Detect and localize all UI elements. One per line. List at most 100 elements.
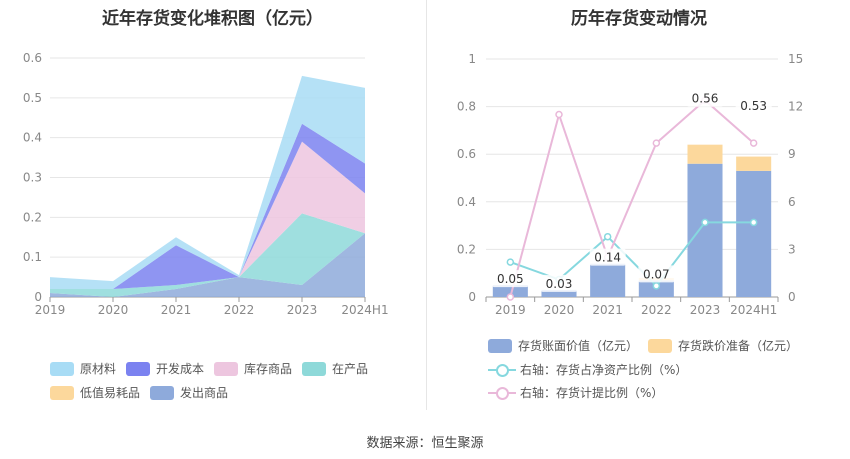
y-tick-label: 0: [34, 290, 42, 304]
bar-book-value: [687, 163, 723, 297]
legend-label: 右轴：存货占净资产比例（%）: [520, 363, 688, 377]
x-tick-label: 2019: [35, 303, 66, 317]
bar-impairment: [736, 156, 772, 171]
y2-tick-label: 15: [788, 52, 803, 66]
data-label-bg: [541, 274, 577, 292]
line-series: [509, 98, 755, 298]
panel-divider: [426, 0, 427, 410]
line-point: [506, 293, 515, 301]
data-label-bg: [638, 265, 675, 283]
legend-swatch: [488, 363, 516, 377]
bar-book-value: [541, 289, 577, 297]
area-series: [50, 233, 365, 297]
legend-label: 开发成本: [156, 362, 205, 376]
data-label: 0.14: [594, 251, 621, 265]
bar-book-value: [736, 170, 772, 297]
line-point: [652, 139, 661, 147]
x-tick-label: 2021: [592, 303, 623, 317]
data-label-bg: [687, 89, 723, 107]
legend-swatch: [648, 338, 672, 353]
data-label-bg: [589, 248, 626, 266]
area-series: [50, 141, 365, 290]
x-tick-label: 2023: [690, 303, 721, 317]
area-series: [50, 213, 365, 297]
x-tick-label: 2022: [224, 303, 255, 317]
legend-label: 原材料: [80, 362, 117, 376]
data-label-bg: [735, 96, 772, 114]
data-label: 0.07: [643, 267, 670, 281]
x-tick-label: 2019: [495, 303, 526, 317]
legend-item[interactable]: 库存商品: [214, 360, 292, 377]
legend-label: 低值易耗品: [80, 386, 141, 400]
x-tick-label: 2024H1: [341, 303, 388, 317]
data-source-note: 数据来源：恒生聚源: [366, 436, 484, 451]
area-series: [50, 123, 365, 290]
legend-item[interactable]: 发出商品: [150, 384, 228, 401]
y-tick-label: 1: [468, 52, 476, 66]
legend-label: 在产品: [332, 362, 369, 376]
x-tick-label: 2024H1: [730, 303, 777, 317]
x-tick-label: 2020: [544, 303, 575, 317]
legend-item[interactable]: 存货跌价准备（亿元）: [648, 337, 798, 354]
legend-item[interactable]: 低值易耗品: [50, 384, 140, 401]
line-point: [506, 258, 515, 266]
left-legend: 原材料 开发成本 库存商品 在产品低值易耗品 发出商品: [0, 0, 425, 420]
legend-item[interactable]: 右轴：存货计提比例（%）: [488, 384, 663, 401]
y-tick-label: 0.8: [457, 100, 476, 114]
y2-tick-label: 3: [788, 242, 796, 256]
y-tick-label: 0.6: [457, 147, 476, 161]
legend-item[interactable]: 原材料: [50, 360, 116, 377]
legend-swatch: [50, 361, 74, 376]
y-tick-label: 0.4: [457, 195, 476, 209]
y2-tick-label: 12: [788, 100, 803, 114]
legend-label: 库存商品: [244, 362, 293, 376]
line-point: [749, 218, 758, 227]
legend-swatch: [488, 386, 516, 400]
line-point: [701, 218, 709, 227]
x-tick-label: 2020: [98, 303, 129, 317]
legend-item[interactable]: 右轴：存货占净资产比例（%）: [488, 361, 687, 378]
line-point: [555, 110, 563, 119]
stacked-area-chart: 0 0.1 0.2 0.3 0.4 0.5 0.6 2019 2020 2021 2022 2023 2…: [23, 51, 389, 317]
legend-item[interactable]: 在产品: [302, 360, 368, 377]
data-label-bg: [492, 270, 529, 288]
data-label: 0.53: [740, 99, 767, 113]
y-tick-label: 0.2: [457, 242, 476, 256]
y-tick-label: 0.1: [23, 250, 42, 264]
legend-item[interactable]: 开发成本: [126, 360, 204, 377]
y-tick-label: 0.2: [23, 210, 42, 224]
legend-swatch: [302, 361, 326, 376]
legend-label: 右轴：存货计提比例（%）: [520, 386, 664, 400]
right-chart-title: 历年存货变动情况: [571, 9, 707, 29]
x-tick-label: 2022: [641, 303, 672, 317]
legend-label: 发出商品: [180, 386, 229, 400]
y2-tick-label: 9: [788, 147, 796, 161]
area-series: [50, 75, 365, 290]
right-legend: 存货账面价值（亿元） 存货跌价准备（亿元） 右轴：存货占净资产比例（%） 右轴：存货计…: [428, 0, 850, 420]
inventory-bar-line-chart: 0 0.2 0.4 0.6 0.8 1 0 3 6 9 12 15 2019 2020 2021 2022 20…: [457, 52, 803, 317]
data-label: 0.03: [546, 277, 573, 291]
line-point: [749, 139, 758, 147]
legend-swatch: [150, 385, 174, 400]
legend-label: 存货账面价值（亿元）: [518, 339, 639, 353]
y2-tick-label: 0: [788, 290, 796, 304]
y-tick-label: 0.5: [23, 91, 42, 105]
inventory-change-panel: 历年存货变动情况 0 0.2 0.4 0.6 0.8 1 0 3 6 9 12 15 2019 2020 2…: [428, 0, 850, 420]
bar-impairment: [687, 144, 723, 164]
data-label: 0.56: [692, 92, 719, 106]
data-label: 0.05: [497, 272, 524, 286]
left-chart-title: 近年存货变化堆积图（亿元）: [102, 9, 323, 29]
legend-label: 存货跌价准备（亿元）: [678, 339, 799, 353]
stacked-area-panel: 近年存货变化堆积图（亿元） 0 0.1 0.2 0.3 0.4 0.5 0.6 2019 202…: [0, 0, 425, 420]
legend-swatch: [214, 361, 238, 376]
y-tick-label: 0: [468, 290, 476, 304]
y-tick-label: 0.4: [23, 131, 42, 145]
line-point: [603, 232, 612, 241]
bar-book-value: [492, 285, 528, 297]
y-tick-label: 0.6: [23, 51, 42, 65]
legend-item[interactable]: 存货账面价值（亿元）: [488, 337, 638, 354]
bar-book-value: [590, 263, 626, 297]
x-tick-label: 2023: [287, 303, 318, 317]
line-point: [652, 282, 661, 290]
x-tick-label: 2021: [161, 303, 192, 317]
